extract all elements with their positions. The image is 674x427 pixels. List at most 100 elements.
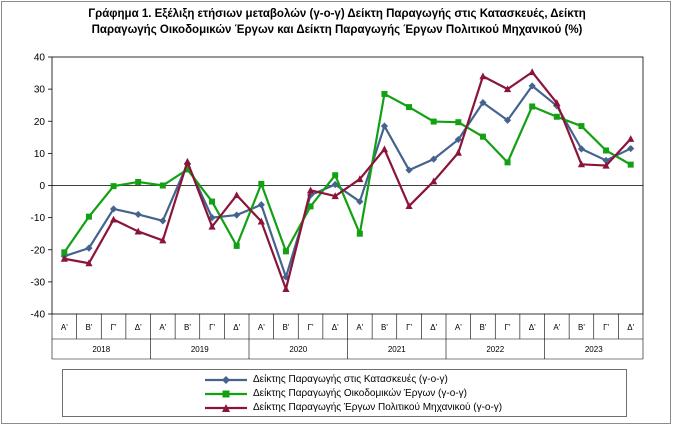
quarter-label: Γ' (209, 323, 215, 332)
data-point-civil-engineering (553, 99, 561, 106)
year-label: 2020 (289, 345, 307, 354)
data-point-civil-engineering (183, 157, 192, 165)
data-point-civil-engineering (430, 177, 438, 185)
data-point-building (578, 123, 585, 130)
data-point-construction (134, 210, 142, 219)
data-point-building (332, 172, 339, 179)
data-point-construction (528, 82, 536, 90)
quarter-label: Β' (381, 323, 388, 332)
quarter-label: Δ' (332, 323, 339, 332)
data-point-building (381, 90, 388, 97)
data-point-civil-engineering (577, 160, 586, 168)
data-point-construction (159, 217, 167, 225)
data-point-building (455, 119, 462, 126)
data-point-construction (85, 244, 93, 252)
quarter-label: Β' (578, 323, 585, 332)
series-line-building (63, 92, 632, 253)
legend-item-construction: Δείκτης Παραγωγής στις Κατασκευές (γ-ο-γ… (63, 373, 626, 387)
quarter-label: Γ' (308, 323, 314, 332)
quarter-label: Δ' (233, 323, 240, 332)
quarter-label: Γ' (406, 323, 412, 332)
data-point-construction (356, 197, 364, 206)
data-point-civil-engineering (356, 175, 364, 183)
quarter-label: Β' (480, 323, 487, 332)
legend-label-civil-engineering: Δείκτης Παραγωγής Έργων Πολιτικού Μηχανι… (253, 402, 503, 413)
y-tick-label: 10 (34, 149, 46, 160)
quarter-label: Β' (86, 323, 93, 332)
data-point-civil-engineering (109, 215, 118, 223)
data-point-building (430, 118, 437, 125)
quarter-label: Α' (356, 323, 363, 332)
data-point-civil-engineering (503, 85, 512, 93)
data-point-construction (380, 122, 389, 130)
legend-label-construction: Δείκτης Παραγωγής στις Κατασκευές (γ-ο-γ… (253, 374, 448, 385)
data-point-civil-engineering (60, 254, 68, 262)
data-point-building (282, 248, 289, 255)
y-tick-label: 30 (34, 85, 46, 96)
data-point-construction (257, 201, 265, 209)
y-tick-label: -20 (31, 245, 46, 256)
data-point-civil-engineering (233, 191, 241, 199)
data-point-civil-engineering (405, 202, 413, 210)
quarter-label: Β' (283, 323, 290, 332)
data-point-civil-engineering (306, 186, 315, 194)
data-point-civil-engineering (134, 227, 142, 235)
data-point-civil-engineering (380, 145, 389, 153)
quarter-label: Α' (61, 323, 68, 332)
data-point-civil-engineering (602, 161, 610, 169)
data-point-civil-engineering (479, 72, 487, 80)
year-label: 2023 (585, 345, 603, 354)
quarter-label: Γ' (505, 323, 511, 332)
quarter-label: Δ' (627, 323, 634, 332)
data-point-building (233, 242, 240, 249)
data-point-building (406, 104, 413, 111)
quarter-label: Δ' (430, 323, 437, 332)
data-point-construction (577, 145, 586, 153)
data-point-construction (627, 144, 635, 153)
data-point-building (627, 161, 634, 168)
y-tick-label: -40 (31, 310, 46, 321)
legend-swatch-building (205, 390, 247, 398)
data-point-building (504, 159, 511, 166)
series-building (61, 90, 634, 256)
data-point-civil-engineering (208, 222, 216, 230)
data-point-building (603, 147, 610, 154)
series-line-construction (63, 84, 632, 279)
quarter-label: Δ' (135, 323, 142, 332)
year-label: 2021 (388, 345, 406, 354)
y-tick-label: 20 (34, 117, 46, 128)
legend-label-building: Δείκτης Παραγωγής Οικοδομικών Έργων (γ-ο… (253, 388, 467, 399)
quarter-label: Γ' (111, 323, 117, 332)
data-point-construction (454, 135, 462, 144)
data-point-building (135, 178, 142, 185)
chart-title: Γράφημα 1. Εξέλιξη ετήσιων μεταβολών (γ-… (0, 6, 674, 38)
data-point-building (110, 183, 117, 190)
data-point-building (553, 113, 560, 120)
data-point-construction (479, 99, 487, 107)
y-tick-label: 0 (39, 181, 45, 192)
y-tick-label: -30 (31, 277, 46, 288)
data-point-construction (430, 155, 438, 163)
y-tick-label: 40 (34, 53, 46, 64)
data-point-building (529, 103, 536, 110)
data-point-civil-engineering (528, 68, 536, 76)
legend: Δείκτης Παραγωγής στις Κατασκευές (γ-ο-γ… (62, 369, 627, 417)
chart-title-line-2: Παραγωγής Οικοδομικών Έργων και Δείκτη Π… (91, 24, 583, 36)
data-point-building (184, 166, 191, 173)
quarter-label: Δ' (529, 323, 536, 332)
data-point-civil-engineering (331, 192, 339, 200)
legend-item-building: Δείκτης Παραγωγής Οικοδομικών Έργων (γ-ο… (63, 387, 626, 401)
data-point-civil-engineering (257, 217, 265, 225)
data-point-civil-engineering (282, 285, 290, 292)
data-point-building (307, 203, 314, 210)
quarter-label: Α' (553, 323, 560, 332)
legend-swatch-civil-engineering (205, 404, 247, 412)
data-point-building (479, 133, 486, 140)
data-point-building (258, 180, 265, 187)
data-point-building (61, 249, 68, 256)
series-construction (60, 82, 635, 281)
quarter-label: Α' (258, 323, 265, 332)
data-point-construction (331, 180, 339, 189)
data-point-building (85, 213, 92, 220)
